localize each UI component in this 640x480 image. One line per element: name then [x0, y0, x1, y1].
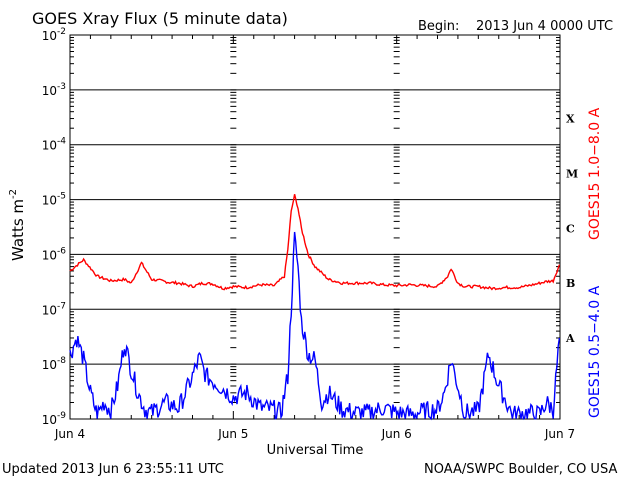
chart-title: GOES Xray Flux (5 minute data)	[32, 9, 288, 28]
x-tick-label: Jun 4	[54, 427, 85, 441]
series-lines	[69, 194, 561, 421]
y-tick-exp: -6	[57, 246, 66, 256]
y-tick-base: 10	[42, 413, 57, 427]
x-tick-label: Jun 5	[217, 427, 248, 441]
y-tick-exp: -8	[57, 356, 66, 366]
y-tick-label: 10-6	[42, 246, 67, 262]
flare-class-label: C	[566, 222, 575, 235]
y-tick-exp: -9	[57, 411, 66, 421]
flare-class-label: B	[566, 277, 575, 290]
y-tick-base: 10	[42, 303, 57, 317]
flare-class-label: M	[566, 167, 578, 180]
y-tick-base: 10	[42, 84, 57, 98]
y-tick-exp: -2	[57, 27, 66, 37]
x-tick-labels: Jun 4 Jun 5 Jun 6 Jun 7	[54, 427, 575, 441]
y-tick-label: 10-3	[42, 82, 66, 98]
y-tick-label: 10-4	[42, 137, 67, 153]
flare-class-labels: A B C M X	[565, 113, 578, 345]
y-tick-exp: -7	[57, 301, 66, 311]
y-tick-label: 10-8	[42, 356, 67, 372]
y-tick-label: 10-5	[42, 192, 66, 208]
y-tick-exp: -4	[57, 137, 66, 147]
x-tick-label: Jun 7	[544, 427, 575, 441]
y-tick-base: 10	[42, 194, 57, 208]
y-axis-title-exp: -2	[8, 189, 19, 199]
y-tick-base: 10	[42, 139, 57, 153]
y-tick-base: 10	[42, 248, 57, 262]
source-credit: NOAA/SWPC Boulder, CO USA	[424, 462, 617, 477]
series-line-long	[69, 194, 561, 291]
y-tick-exp: -3	[57, 82, 66, 92]
x-tick-label: Jun 6	[381, 427, 412, 441]
y-tick-labels: 10-910-810-710-610-510-410-310-2	[42, 27, 67, 427]
updated-timestamp: Updated 2013 Jun 6 23:55:11 UTC	[2, 462, 224, 477]
flare-class-label: X	[566, 113, 575, 126]
begin-value: 2013 Jun 4 0000 UTC	[476, 19, 613, 34]
y-tick-label: 10-7	[42, 301, 66, 317]
y-axis-title: Watts m-2	[8, 189, 27, 261]
series-line-short	[69, 231, 561, 421]
legend-short-channel: GOES15 0.5−4.0 A	[587, 285, 603, 418]
y-tick-label: 10-9	[42, 411, 67, 427]
grid-lines	[70, 89, 560, 365]
y-tick-base: 10	[42, 358, 57, 372]
x-axis-title: Universal Time	[267, 443, 364, 458]
y-tick-exp: -5	[57, 192, 66, 202]
legend-long-channel: GOES15 1.0−8.0 A	[587, 107, 603, 240]
y-tick-label: 10-2	[42, 27, 66, 43]
begin-label: Begin:	[418, 19, 459, 34]
y-axis-title-text: Watts m	[9, 199, 27, 261]
y-tick-base: 10	[42, 29, 57, 43]
flare-class-label: A	[565, 332, 575, 345]
